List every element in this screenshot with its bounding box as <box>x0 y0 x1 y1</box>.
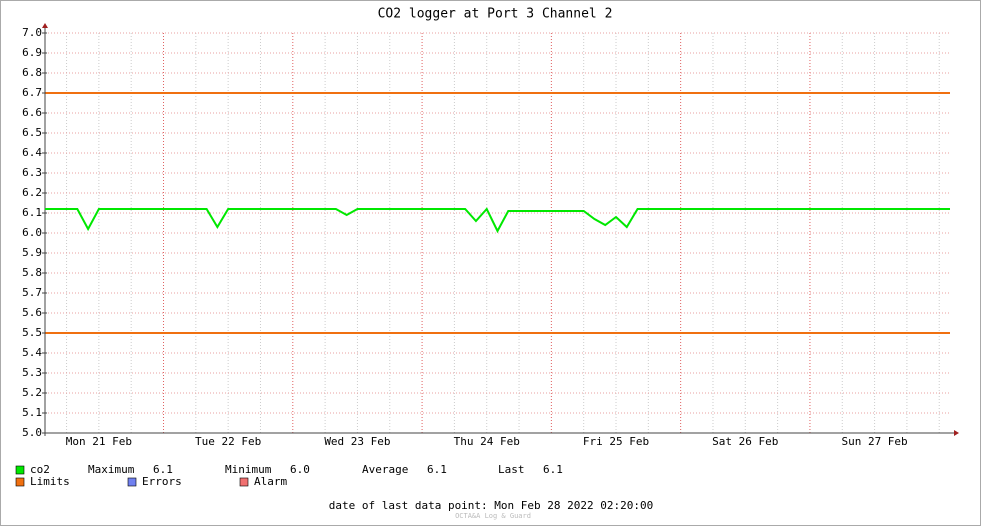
y-tick-label: 5.8 <box>22 266 42 279</box>
y-tick-label: 6.1 <box>22 206 42 219</box>
footer: date of last data point: Mon Feb 28 2022… <box>329 499 654 512</box>
y-tick-label: 6.5 <box>22 126 42 139</box>
legend-swatch <box>15 477 25 487</box>
x-tick-label: Sat 26 Feb <box>712 435 778 448</box>
y-tick-label: 5.0 <box>22 426 42 439</box>
legend-label: co2 <box>30 463 50 476</box>
axis-arrow <box>42 23 48 28</box>
y-tick-label: 6.2 <box>22 186 42 199</box>
x-tick-label: Fri 25 Feb <box>583 435 649 448</box>
y-tick-label: 5.9 <box>22 246 42 259</box>
y-tick-label: 5.1 <box>22 406 42 419</box>
stat-value: 6.1 <box>427 463 447 476</box>
data-line <box>45 207 950 234</box>
y-tick-label: 6.8 <box>22 66 42 79</box>
legend-label: Alarm <box>254 475 287 488</box>
x-tick-label: Mon 21 Feb <box>66 435 132 448</box>
y-tick-label: 6.0 <box>22 226 42 239</box>
x-tick-label: Tue 22 Feb <box>195 435 261 448</box>
y-tick-label: 5.4 <box>22 346 42 359</box>
legend-label: Limits <box>30 475 70 488</box>
y-tick-label: 5.7 <box>22 286 42 299</box>
stat-label: Average <box>362 463 408 476</box>
y-tick-label: 5.5 <box>22 326 42 339</box>
stat-label: Maximum <box>88 463 135 476</box>
y-tick-label: 5.6 <box>22 306 42 319</box>
stat-value: 6.1 <box>153 463 173 476</box>
y-tick-label: 5.3 <box>22 366 42 379</box>
credit: OCTA&A Log & Guard <box>455 512 531 520</box>
y-tick-label: 5.2 <box>22 386 42 399</box>
x-tick-label: Sun 27 Feb <box>841 435 907 448</box>
stat-label: Last <box>498 463 525 476</box>
axis-arrow <box>954 430 959 436</box>
legend-swatch <box>127 477 137 487</box>
legend-swatch <box>239 477 249 487</box>
y-tick-label: 6.6 <box>22 106 42 119</box>
stat-value: 6.0 <box>290 463 310 476</box>
y-tick-label: 6.7 <box>22 86 42 99</box>
y-tick-label: 6.3 <box>22 166 42 179</box>
stat-label: Minimum <box>225 463 272 476</box>
y-tick-label: 7.0 <box>22 26 42 39</box>
legend-swatch <box>15 465 25 475</box>
y-tick-label: 6.4 <box>22 146 42 159</box>
y-tick-label: 6.9 <box>22 46 42 59</box>
legend-label: Errors <box>142 475 182 488</box>
x-tick-label: Thu 24 Feb <box>454 435 520 448</box>
x-tick-label: Wed 23 Feb <box>324 435 390 448</box>
stat-value: 6.1 <box>543 463 563 476</box>
chart-title: CO2 logger at Port 3 Channel 2 <box>378 7 613 22</box>
